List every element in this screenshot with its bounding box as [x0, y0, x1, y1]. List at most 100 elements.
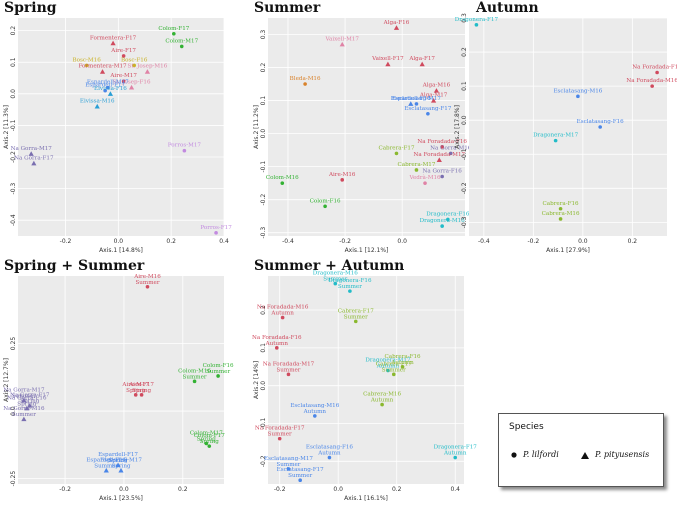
chart0-point-3 [121, 54, 126, 58]
chart4-point-label-3: Cabrera-F17 Summer [338, 308, 375, 320]
summer-scatter-plot: -0.4 -0.2 0.0 0.3 0.2 0.1 0.0 -0.1 -0.2 -0.3 Axis.… [253, 18, 472, 254]
chart4-point-5 [286, 372, 291, 377]
chart0-point-12 [107, 91, 114, 96]
chart4-point-label-12: Esclatasang-M17 Summer [264, 456, 313, 468]
chart2-y-axis-title: Axis.2 [17.8%] [454, 105, 461, 149]
chart1-point-label-20: Dragonera-F16 [426, 211, 470, 217]
chart1-point-8 [414, 102, 419, 106]
chart3-point-3 [24, 405, 30, 411]
chart0-point-label-12: Eivissa-F16 [94, 86, 127, 92]
chart2-point-1 [655, 70, 659, 75]
chart2-point-7 [558, 217, 563, 221]
chart4-point-label-1: Dragonera-F16 Summer [328, 278, 372, 290]
chart0-point-label-9: St. Josep-F16 [113, 80, 151, 86]
chart1-point-7 [408, 101, 414, 106]
chart3-point-label-9: Colom-M17 Spring [190, 430, 223, 442]
chart3-x-axis-title: Axis.1 [23.5%] [99, 495, 143, 502]
chart4-point-8 [391, 372, 396, 377]
chart3-point-1 [21, 397, 27, 403]
chart0-point-4 [84, 63, 89, 68]
chart2-x-axis-title: Axis.1 [27.9%] [546, 247, 590, 254]
chart4-point-2 [280, 315, 285, 320]
chart3-point-label-2: Na Gorra-F17 Spring [10, 393, 50, 405]
chart3-point-5 [133, 393, 138, 397]
chart1-point-label-9: Esclatasang-F17 [404, 106, 452, 112]
chart3-background [18, 276, 224, 484]
chart4-ytick-label-2: 0.0 [260, 381, 267, 391]
chart2-background [469, 18, 667, 236]
chart3-point-6 [139, 393, 144, 397]
chart4-point-label-14: Esclatasang-F17 Summer [277, 467, 325, 479]
chart1-ytick-label-2: 0.1 [260, 96, 267, 106]
chart0-point-label-8: Aire-M17 [109, 73, 137, 79]
panel-title-summer: Summer [254, 0, 321, 16]
panel-title-spring: Spring [4, 0, 57, 16]
chart1-xtick-label-2: 0.0 [397, 238, 407, 245]
chart4-point-label-4: Na Foradada-F16 Autumn [252, 335, 302, 347]
chart3-point-label-8: Colom-M16 Summer [178, 368, 211, 380]
chart3-point-label-5: Aire-M17 Spring [121, 382, 149, 394]
chart4-point-3 [353, 319, 358, 324]
chart0-point-5 [132, 63, 137, 68]
chart0-point-10 [105, 85, 110, 90]
chart0-point-8 [121, 79, 126, 83]
chart1-point-label-1: Vaixell-M17 [325, 36, 360, 42]
chart2-point-label-5: Dragonera-M17 [533, 133, 579, 139]
chart0-point-label-15: Na Gorra-F17 [14, 155, 54, 161]
chart3-ytick-label-0: 0.25 [10, 337, 17, 351]
chart1-point-18 [280, 181, 285, 185]
chart2-xtick-label-1: -0.2 [527, 238, 539, 245]
chart1-point-5 [433, 88, 440, 93]
chart1-point-19 [323, 204, 327, 209]
chart0-point-label-2: Colom-M17 [165, 38, 198, 44]
chart0-point-label-11: Espardell-F17 [85, 83, 125, 89]
chart1-point-13 [394, 151, 399, 156]
circle-marker-icon [511, 452, 517, 458]
chart2-point-2 [650, 84, 654, 88]
chart1-point-label-0: Alga-F16 [383, 20, 410, 26]
chart3-point-0 [145, 285, 150, 289]
chart0-point-2 [179, 44, 184, 49]
chart2-ytick-label-0: 0.3 [461, 13, 468, 23]
chart4-point-label-8: Cabrera-F17 Summer [376, 361, 413, 373]
chart1-point-label-6: Alga-M17 [419, 93, 448, 99]
chart1-point-label-15: Cabrera-M17 [397, 162, 435, 168]
chart0-xtick-label-1: 0.0 [114, 238, 124, 245]
chart0-point-label-0: Formentera-F17 [90, 35, 137, 41]
chart0-background [18, 18, 224, 236]
chart2-point-label-3: Esclatasang-M16 [553, 88, 602, 94]
chart1-x-axis-title: Axis.1 [12.1%] [345, 247, 389, 254]
chart4-point-4 [274, 346, 279, 350]
chart3-point-label-7: Colom-F16 Summer [203, 363, 234, 375]
chart0-y-axis-title: Axis.2 [11.3%] [3, 105, 10, 149]
chart1-ytick-label-3: 0.0 [260, 129, 267, 139]
panel-title-autumn: Autumn [476, 0, 539, 16]
chart0-point-label-3: Aire-F17 [110, 48, 136, 54]
chart4-x-axis-title: Axis.1 [16.1%] [344, 495, 388, 502]
chart2-ytick-label-1: 0.2 [461, 47, 468, 57]
chart4-point-label-7: Cabrera-F16 Autumn [385, 354, 422, 366]
chart2-point-0 [474, 23, 479, 27]
chart0-point-11 [103, 88, 107, 93]
chart3-point-8 [192, 379, 197, 384]
panel-title-summer-autumn: Summer + Autumn [254, 258, 405, 274]
legend-title: Species [509, 422, 544, 432]
chart2-ytick-label-4: -0.1 [461, 148, 468, 160]
chart1-point-label-12: Na Foradada-M17 [414, 152, 466, 158]
chart0-point-9 [128, 84, 135, 90]
chart1-ytick-label-4: -0.1 [260, 161, 267, 173]
chart1-point-16 [440, 174, 444, 179]
chart4-ytick-label-1: 0.1 [260, 343, 267, 353]
chart1-point-label-5: Alga-M16 [422, 83, 451, 89]
chart4-point-label-5: Na Foradada-M17 Summer [263, 361, 315, 373]
chart1-y-axis-title: Axis.2 [11.2%] [253, 105, 260, 149]
chart1-point-label-19: Colom-F16 [310, 198, 341, 204]
chart1-xtick-label-1: -0.2 [339, 238, 351, 245]
chart1-point-label-2: Vaixell-F17 [371, 56, 404, 62]
chart3-point-2 [27, 403, 33, 408]
chart4-point-9 [380, 402, 384, 407]
chart0-x-axis-title: Axis.1 [14.8%] [99, 247, 143, 254]
chart3-xtick-label-0: -0.2 [59, 486, 71, 493]
chart0-ytick-label-6: -0.4 [10, 214, 17, 226]
chart1-point-21 [440, 224, 444, 228]
